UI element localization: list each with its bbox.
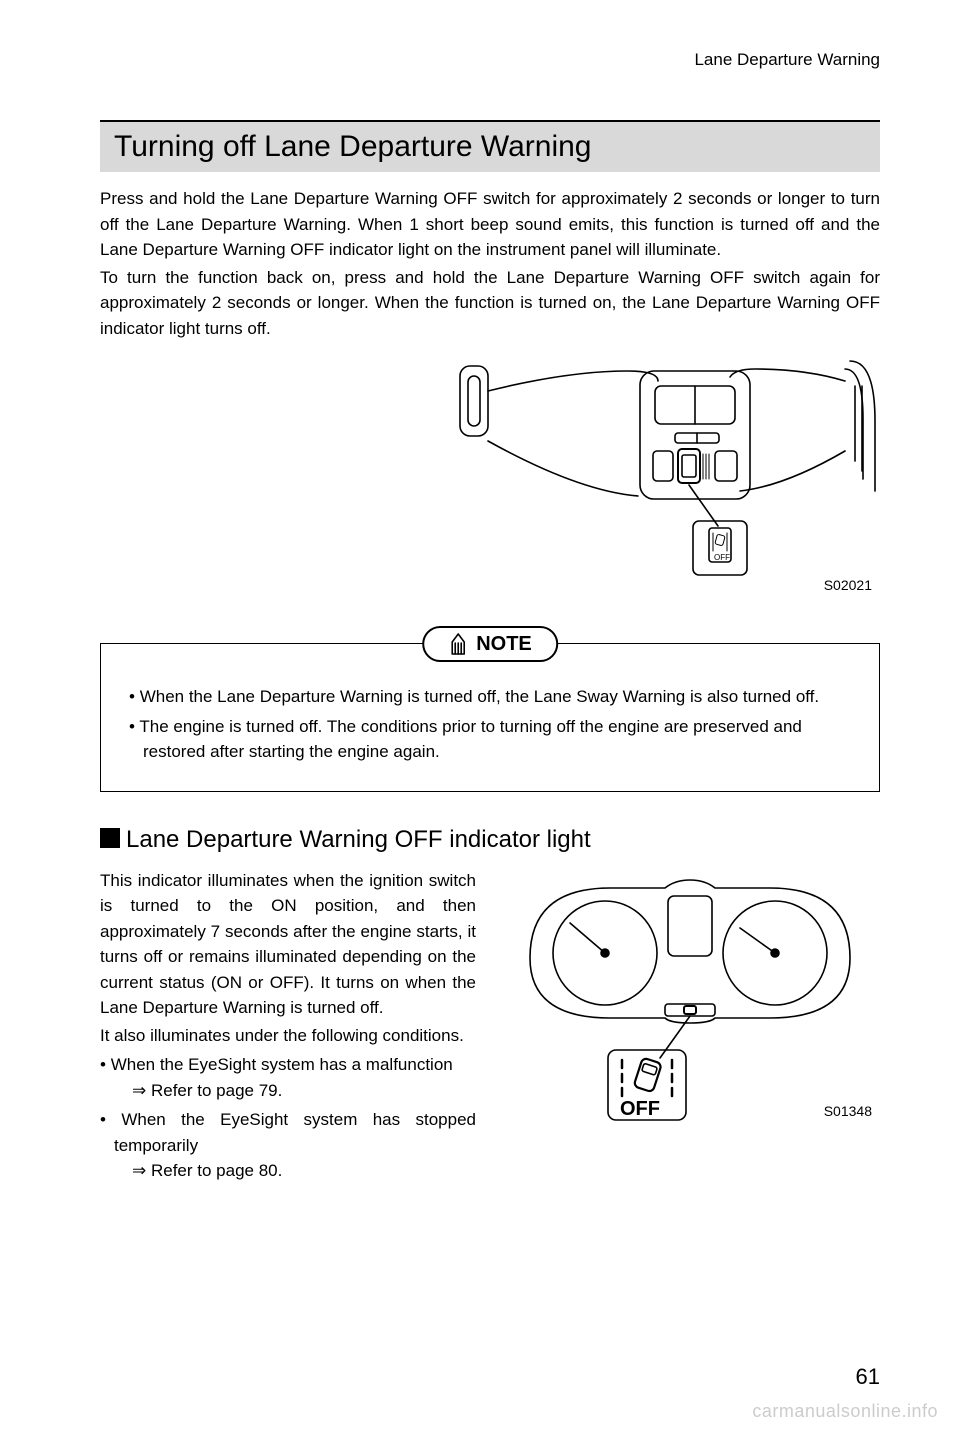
overhead-console-illustration: OFF <box>450 351 880 591</box>
sub-bullet-text: When the EyeSight system has stopped tem… <box>114 1110 476 1155</box>
note-item: The engine is turned off. The conditions… <box>129 714 851 765</box>
sub-bullet-ref: Refer to page 79. <box>151 1081 282 1100</box>
sub-bullet: When the EyeSight system has a malfuncti… <box>100 1052 476 1103</box>
instrument-panel-illustration: OFF <box>500 868 880 1128</box>
subsection-heading: Lane Departure Warning OFF indicator lig… <box>100 826 880 854</box>
subsection-heading-text: Lane Departure Warning OFF indicator lig… <box>126 826 591 853</box>
figure-overhead-console: OFF S02021 <box>100 351 880 593</box>
note-item: When the Lane Departure Warning is turne… <box>129 684 851 710</box>
figure-instrument-panel: OFF S01348 <box>500 868 880 1119</box>
sub-paragraph-1: This indicator illuminates when the igni… <box>100 868 476 1021</box>
sub-bullet-ref: Refer to page 80. <box>151 1161 282 1180</box>
switch-off-label: OFF <box>714 553 730 562</box>
sub-paragraph-2: It also illuminates under the following … <box>100 1023 476 1049</box>
intro-paragraph-1: Press and hold the Lane Departure Warnin… <box>100 186 880 263</box>
note-label: NOTE <box>422 626 558 662</box>
watermark: carmanualsonline.info <box>752 1401 938 1422</box>
sub-bullet: When the EyeSight system has stopped tem… <box>100 1107 476 1184</box>
figure1-code: S02021 <box>100 577 880 593</box>
sub-bullet-text: When the EyeSight system has a malfuncti… <box>111 1055 453 1074</box>
page-header: Lane Departure Warning <box>100 50 880 70</box>
pencil-icon <box>448 632 468 656</box>
note-label-text: NOTE <box>476 633 532 656</box>
indicator-off-label: OFF <box>620 1098 660 1120</box>
square-bullet-icon <box>100 828 120 848</box>
page-title: Turning off Lane Departure Warning <box>100 120 880 172</box>
note-box: NOTE When the Lane Departure Warning is … <box>100 643 880 792</box>
page-number: 61 <box>856 1364 880 1390</box>
intro-paragraph-2: To turn the function back on, press and … <box>100 265 880 342</box>
